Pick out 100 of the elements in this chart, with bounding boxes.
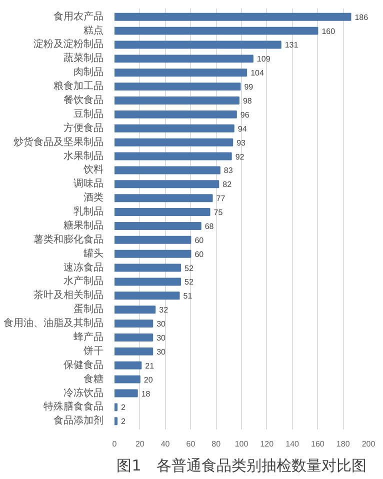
bar: [114, 26, 318, 35]
data-label: 82: [222, 180, 232, 190]
data-label: 68: [204, 222, 214, 231]
bar: [114, 110, 237, 118]
y-tick-label: 保健食品: [64, 358, 104, 371]
text: 图1 各普通食品类别抽检数量对比图: [116, 456, 366, 474]
y-tick-label: 蛋制品: [74, 303, 104, 316]
x-tick-label: 40: [160, 440, 170, 448]
data-label: 75: [214, 208, 224, 218]
data-label: 131: [284, 40, 299, 50]
bar: [114, 264, 182, 272]
x-tick-label: 200: [362, 440, 376, 448]
bar: [114, 68, 248, 77]
bar: [114, 152, 232, 160]
bar: [114, 180, 220, 188]
bar: [114, 250, 192, 258]
bar: [114, 54, 254, 63]
y-tick-label: 调味品: [74, 178, 104, 190]
x-tick-label: 100: [234, 440, 249, 448]
data-label: 186: [354, 12, 369, 22]
x-tick-label: 20: [135, 440, 145, 448]
bar: [114, 278, 182, 286]
y-tick-label: 糖果制品: [64, 219, 104, 232]
bar: [114, 124, 234, 132]
data-label: 94: [238, 124, 248, 134]
x-tick-label: 140: [286, 440, 300, 448]
y-tick-label: 冷冻饮品: [64, 386, 104, 399]
x-tick-label: 60: [186, 440, 196, 448]
x-tick-label: 0: [112, 440, 118, 448]
bar: [114, 12, 352, 21]
y-tick-label: 饼干: [82, 344, 104, 357]
data-label: 30: [156, 320, 166, 329]
data-label: 160: [322, 26, 336, 36]
data-label: 32: [159, 306, 169, 315]
y-tick-label: 糕点: [84, 24, 104, 36]
y-tick-label: 酒类: [84, 192, 104, 204]
bar: [114, 208, 210, 216]
data-label: 60: [194, 236, 204, 245]
bar: [114, 403, 118, 412]
data-label: 104: [250, 68, 264, 78]
bar: [114, 306, 156, 314]
y-tick-label: 罐头: [84, 247, 104, 260]
y-tick-label: 茶叶及相关制品: [34, 289, 104, 302]
y-tick-label: 水产制品: [64, 275, 104, 288]
y-tick-label: 水果制品: [64, 150, 104, 162]
y-tick-label: 薯类和膨化食品: [34, 233, 104, 246]
data-label: 30: [156, 347, 166, 356]
bar: [114, 138, 234, 146]
y-tick-label: 蔬菜制品: [64, 52, 104, 64]
data-label: 96: [240, 110, 250, 120]
y-tick-label: 粮食加工品: [54, 80, 104, 92]
data-label: 2: [121, 403, 126, 412]
bar: [114, 166, 220, 174]
data-label: 2: [121, 417, 126, 426]
y-tick-label: 餐饮食品: [64, 94, 104, 106]
y-tick-label: 食品添加剂: [54, 414, 104, 427]
y-tick-label: 食用农产品: [54, 10, 104, 22]
y-tick-label: 蜂产品: [74, 330, 104, 343]
data-label: 83: [224, 166, 234, 176]
bar: [114, 96, 240, 104]
bar: [114, 417, 118, 426]
y-tick-label: 淀粉及淀粉制品: [34, 38, 104, 50]
data-label: 52: [184, 264, 194, 273]
bar: [114, 292, 180, 300]
bar: [114, 236, 192, 244]
data-label: 98: [242, 96, 252, 106]
data-label: 51: [183, 292, 193, 301]
data-label: 60: [194, 250, 204, 259]
y-tick-label: 方便食品: [64, 122, 104, 134]
y-tick-label: 乳制品: [74, 206, 104, 218]
data-label: 92: [235, 152, 245, 162]
y-tick-label: 食用油、油脂及其制品: [4, 317, 104, 330]
bar: [114, 82, 241, 91]
data-label: 18: [141, 389, 151, 398]
x-tick-label: 160: [311, 440, 325, 448]
bar: [114, 334, 154, 342]
y-tick-label: 特殊膳食食品: [44, 400, 104, 413]
data-label: 93: [236, 138, 246, 148]
data-label: 99: [244, 82, 254, 92]
data-label: 30: [156, 333, 166, 342]
data-label: 109: [256, 54, 271, 64]
bar: [114, 375, 140, 384]
data-label: 77: [216, 194, 226, 204]
y-tick-label: 食糖: [84, 372, 104, 385]
x-tick-label: 80: [212, 440, 222, 448]
bar: [114, 347, 154, 356]
y-tick-label: 饮料: [82, 164, 104, 176]
bar: [114, 389, 138, 398]
bar: [114, 320, 154, 328]
data-label: 20: [144, 375, 154, 384]
bar: [114, 222, 202, 230]
y-tick-label: 炒货食品及坚果制品: [14, 136, 104, 148]
x-tick-label: 120: [260, 440, 274, 448]
y-tick-label: 肉制品: [74, 66, 104, 78]
bar: [114, 194, 213, 202]
x-tick-label: 180: [336, 440, 350, 448]
bar: [114, 361, 142, 370]
y-tick-label: 速冻食品: [64, 261, 104, 274]
data-label: 21: [145, 361, 155, 370]
data-label: 52: [184, 278, 194, 287]
